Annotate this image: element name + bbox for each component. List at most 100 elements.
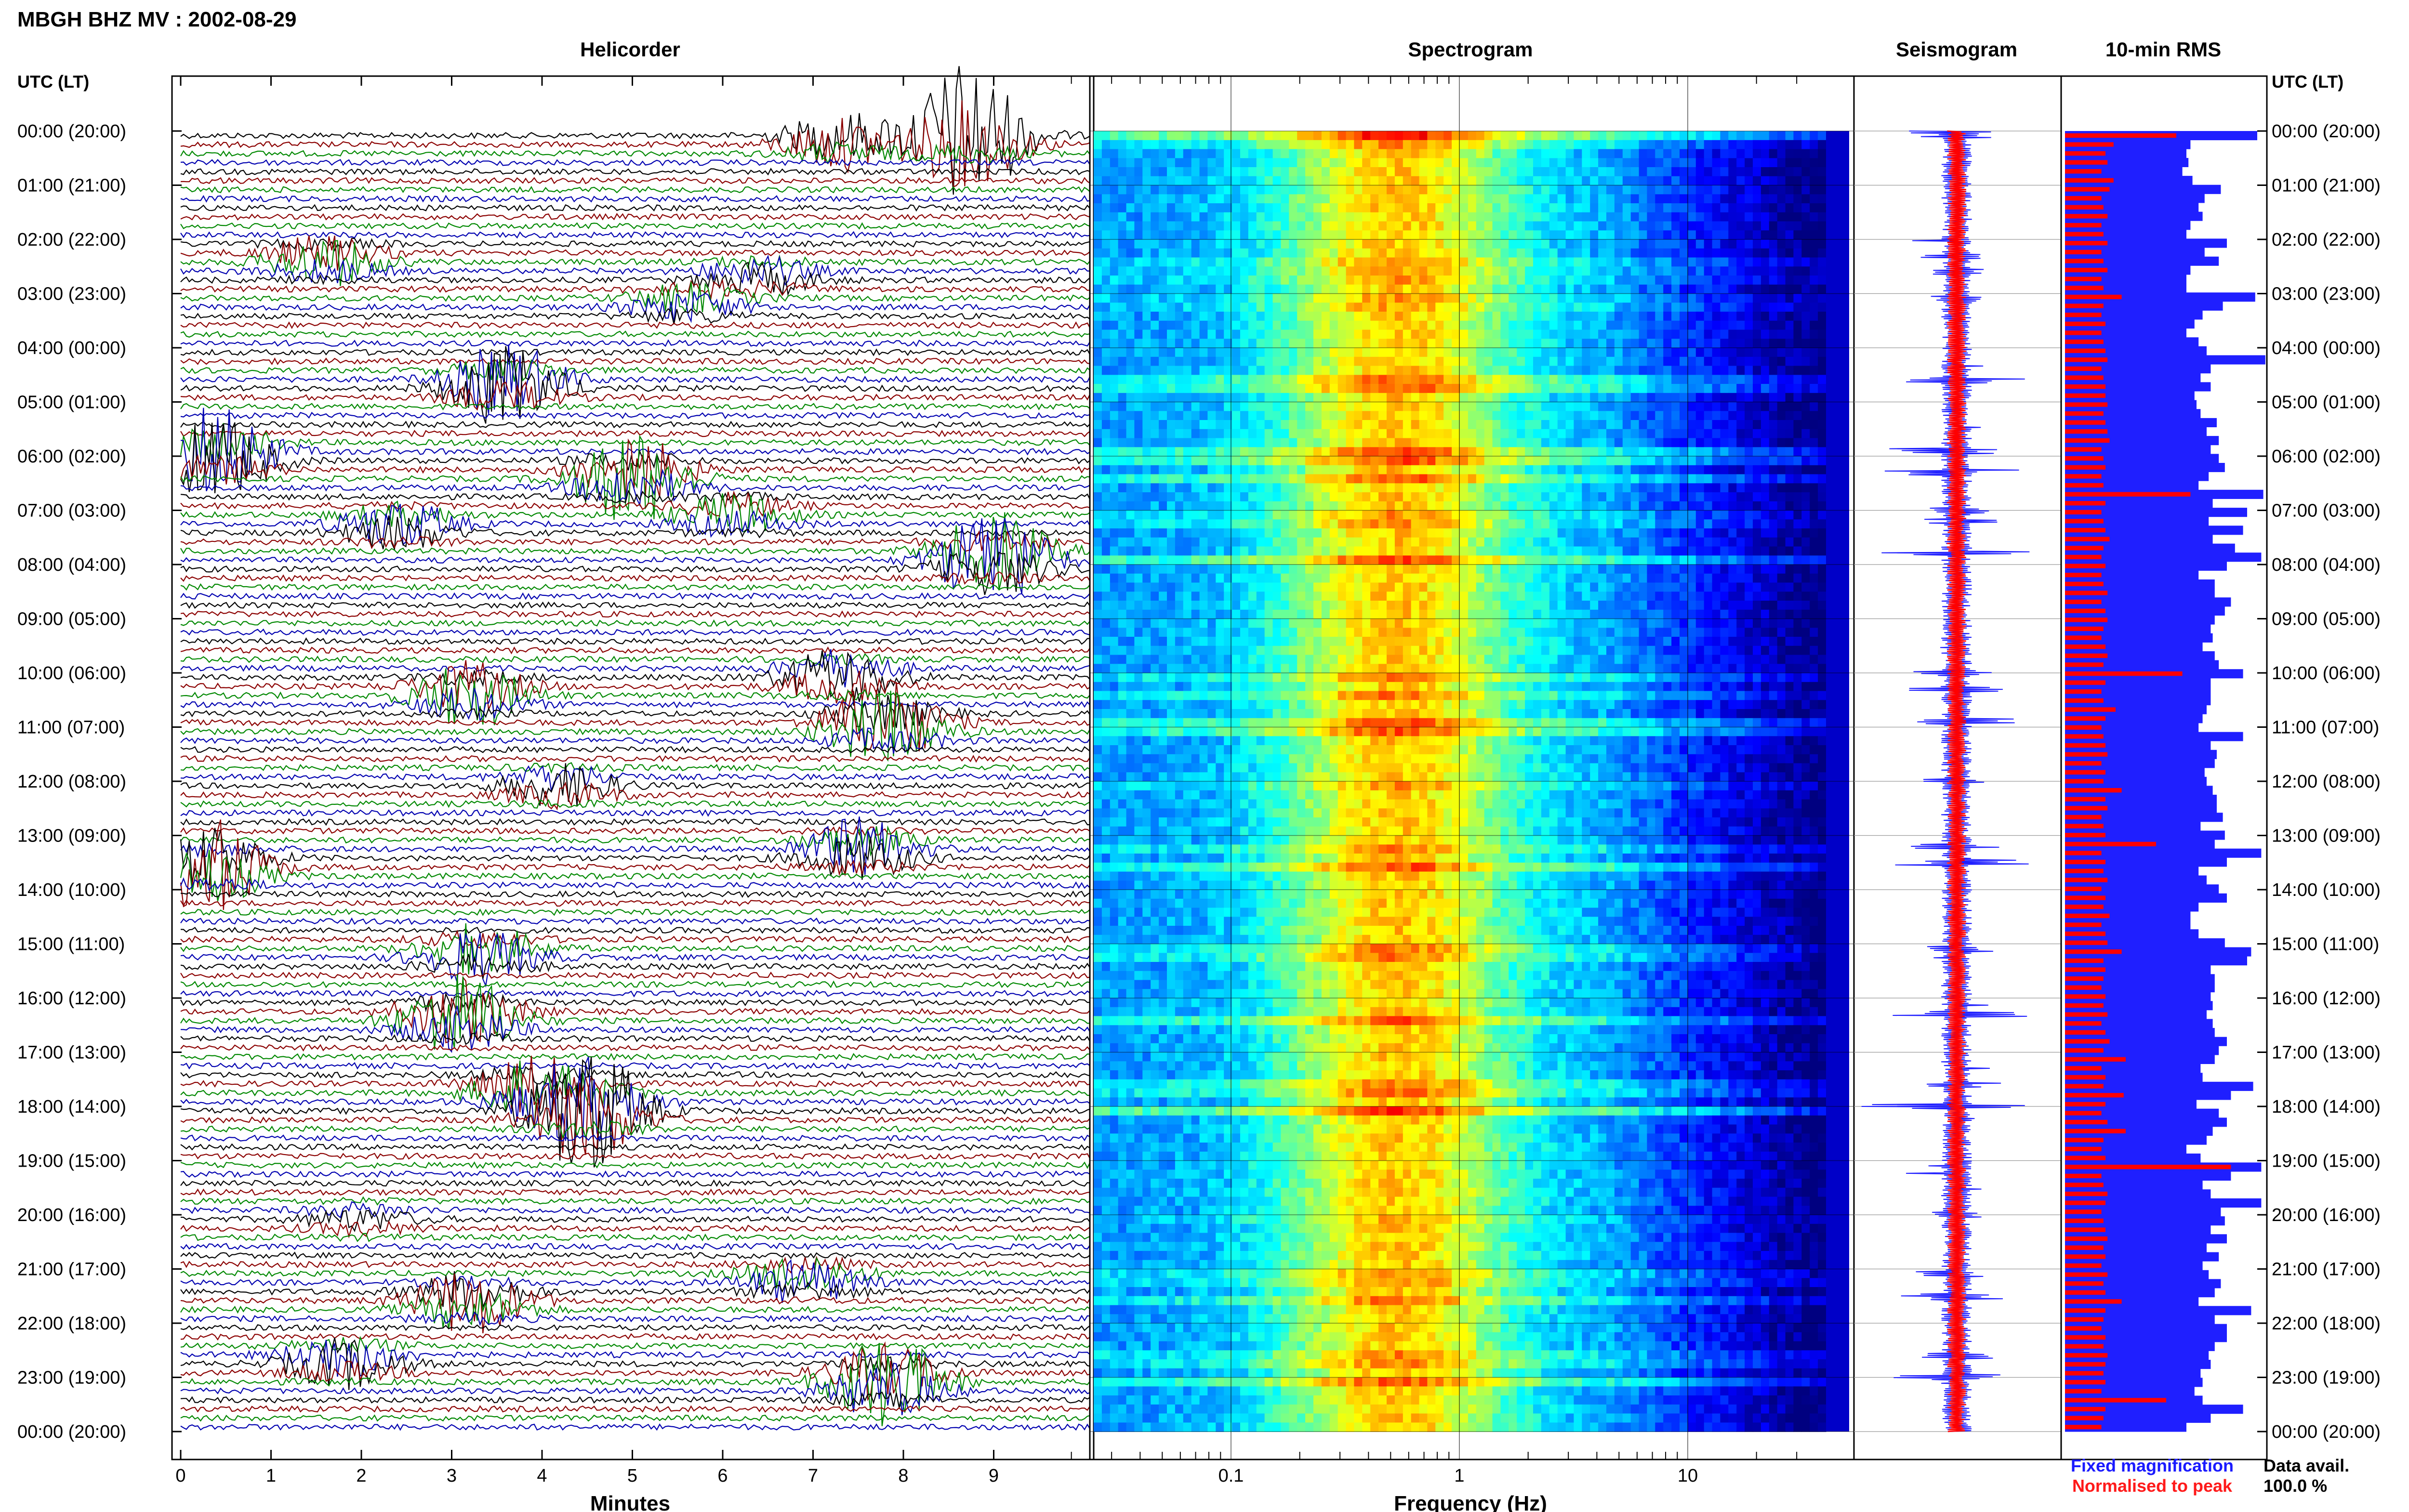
spectrogram-cell bbox=[1720, 492, 1729, 502]
spectrogram-cell bbox=[1671, 582, 1680, 592]
spectrogram-cell bbox=[1305, 239, 1314, 249]
spectrogram-cell bbox=[1232, 366, 1241, 375]
spectrogram-cell bbox=[1517, 501, 1525, 511]
helicorder-trace-line bbox=[180, 1161, 1091, 1169]
spectrogram-cell bbox=[1655, 248, 1664, 258]
spectrogram-cell bbox=[1240, 393, 1249, 403]
spectrogram-cell bbox=[1517, 339, 1525, 348]
spectrogram-cell bbox=[1647, 266, 1655, 276]
spectrogram-cell bbox=[1419, 293, 1428, 303]
spectrogram-cell bbox=[1818, 474, 1827, 484]
spectrogram-cell bbox=[1712, 384, 1721, 394]
spectrogram-cell bbox=[1435, 565, 1444, 574]
spectrogram-cell bbox=[1305, 212, 1314, 222]
spectrogram-cell bbox=[1224, 320, 1232, 330]
spectrogram-cell bbox=[1557, 375, 1566, 384]
spectrogram-cell bbox=[1362, 366, 1371, 375]
spectrogram-cell bbox=[1394, 384, 1403, 394]
spectrogram-cell bbox=[1468, 573, 1477, 583]
spectrogram-cell bbox=[1647, 528, 1655, 538]
spectrogram-cell bbox=[1094, 329, 1102, 339]
spectrogram-cell bbox=[1509, 375, 1517, 384]
spectrogram-cell bbox=[1728, 203, 1737, 213]
spectrogram-cell bbox=[1614, 257, 1623, 267]
spectrogram-cell bbox=[1728, 366, 1737, 375]
spectrogram-cell bbox=[1354, 510, 1363, 520]
spectrogram-cell bbox=[1411, 465, 1420, 475]
spectrogram-cell bbox=[1476, 592, 1485, 601]
spectrogram-cell bbox=[1452, 411, 1460, 421]
helicorder-trace-line bbox=[180, 649, 1091, 688]
spectrogram-cell bbox=[1427, 555, 1436, 565]
spectrogram-cell bbox=[1614, 221, 1623, 231]
spectrogram-cell bbox=[1598, 221, 1607, 231]
spectrogram-cell bbox=[1525, 601, 1534, 610]
spectrogram-cell bbox=[1378, 474, 1387, 484]
spectrogram-cell bbox=[1753, 185, 1761, 195]
spectrogram-cell bbox=[1630, 366, 1640, 375]
spectrogram-cell bbox=[1110, 546, 1119, 556]
spectrogram-cell bbox=[1281, 402, 1289, 411]
spectrogram-cell bbox=[1094, 356, 1102, 367]
spectrogram-cell bbox=[1394, 465, 1403, 475]
spectrogram-cell bbox=[1403, 276, 1412, 285]
spectrogram-cell bbox=[1574, 230, 1582, 240]
spectrogram-cell bbox=[1394, 248, 1403, 258]
spectrogram-cell bbox=[1443, 212, 1452, 222]
spectrogram-cell bbox=[1175, 284, 1184, 294]
spectrogram-cell bbox=[1240, 194, 1249, 204]
spectrogram-cell bbox=[1305, 149, 1314, 158]
spectrogram-cell bbox=[1159, 203, 1167, 213]
spectrogram-cell bbox=[1411, 375, 1420, 384]
spectrogram-cell bbox=[1622, 447, 1631, 457]
spectrogram-cell bbox=[1346, 185, 1355, 195]
spectrogram-cell bbox=[1183, 203, 1192, 213]
spectrogram-cell bbox=[1126, 276, 1135, 285]
spectrogram-cell bbox=[1159, 510, 1167, 520]
spectrogram-cell bbox=[1574, 393, 1582, 403]
spectrogram-cell bbox=[1695, 312, 1705, 321]
spectrogram-cell bbox=[1329, 609, 1338, 619]
spectrogram-cell bbox=[1614, 501, 1623, 511]
spectrogram-cell bbox=[1769, 176, 1778, 186]
spectrogram-cell bbox=[1232, 565, 1241, 574]
spectrogram-cell bbox=[1216, 176, 1224, 186]
spectrogram-cell bbox=[1248, 609, 1257, 619]
spectrogram-cell bbox=[1728, 474, 1737, 484]
spectrogram-cell bbox=[1753, 592, 1761, 601]
spectrogram-cell bbox=[1704, 375, 1713, 384]
spectrogram-cell bbox=[1134, 284, 1143, 294]
spectrogram-cell bbox=[1720, 384, 1729, 394]
spectrogram-cell bbox=[1712, 429, 1721, 439]
spectrogram-cell bbox=[1753, 320, 1761, 330]
spectrogram-cell bbox=[1207, 158, 1216, 168]
spectrogram-cell bbox=[1509, 366, 1517, 375]
spectrogram-cell bbox=[1460, 348, 1469, 357]
spectrogram-cell bbox=[1671, 356, 1680, 367]
spectrogram-cell bbox=[1647, 320, 1655, 330]
spectrogram-cell bbox=[1232, 276, 1241, 285]
spectrogram-cell bbox=[1647, 366, 1655, 375]
spectrogram-cell bbox=[1419, 429, 1428, 439]
spectrogram-cell bbox=[1403, 167, 1412, 177]
spectrogram-cell bbox=[1207, 519, 1216, 529]
spectrogram-cell bbox=[1745, 194, 1753, 204]
spectrogram-cell bbox=[1272, 565, 1282, 574]
spectrogram-cell bbox=[1476, 194, 1485, 204]
spectrogram-cell bbox=[1810, 158, 1818, 168]
spectrogram-cell bbox=[1720, 329, 1729, 339]
spectrogram-cell bbox=[1435, 140, 1444, 150]
spectrogram-cell bbox=[1541, 393, 1550, 403]
spectrogram-cell bbox=[1557, 555, 1566, 565]
spectrogram-cell bbox=[1801, 176, 1810, 186]
spectrogram-cell bbox=[1663, 212, 1672, 222]
spectrogram-cell bbox=[1500, 474, 1509, 484]
spectrogram-cell bbox=[1337, 158, 1347, 168]
spectrogram-cell bbox=[1134, 266, 1143, 276]
spectrogram-cell bbox=[1647, 239, 1655, 249]
spectrogram-cell bbox=[1663, 257, 1672, 267]
spectrogram-cell bbox=[1492, 438, 1501, 447]
spectrogram-cell bbox=[1810, 474, 1818, 484]
spectrogram-cell bbox=[1630, 519, 1640, 529]
spectrogram-cell bbox=[1101, 276, 1111, 285]
